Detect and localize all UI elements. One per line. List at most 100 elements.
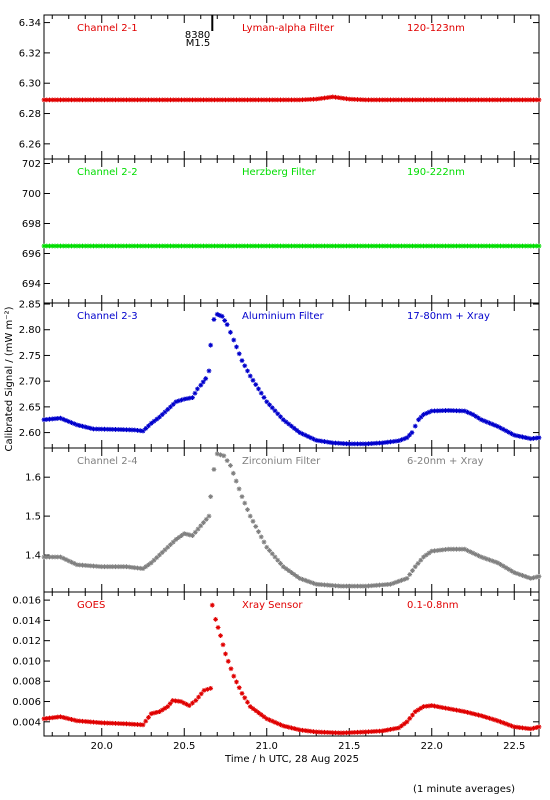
channel-name: Channel 2-4: [77, 456, 138, 467]
data-point: [470, 412, 476, 417]
data-point: [440, 243, 446, 249]
data-point: [503, 97, 509, 103]
data-point: [82, 719, 88, 724]
y-tick-label: 702: [22, 159, 41, 170]
data-point: [49, 554, 55, 560]
y-tick-label: 2.60: [19, 428, 41, 439]
data-point: [148, 560, 154, 566]
data-point: [239, 243, 245, 249]
data-point: [168, 404, 173, 410]
data-point: [224, 458, 230, 464]
data-point: [404, 575, 410, 581]
data-point: [187, 97, 193, 103]
data-point: [264, 399, 270, 405]
data-point: [52, 715, 58, 720]
data-point: [250, 377, 256, 383]
data-point: [346, 96, 352, 102]
data-point: [322, 582, 327, 588]
data-point: [478, 243, 484, 249]
data-point: [250, 518, 256, 524]
data-point: [157, 243, 162, 249]
data-point: [401, 721, 407, 727]
data-point: [476, 553, 481, 559]
data-point: [118, 97, 124, 103]
data-point: [261, 97, 267, 103]
data-point: [60, 416, 66, 422]
data-point: [443, 97, 448, 103]
data-point: [335, 95, 341, 101]
y-tick-label: 0.016: [12, 596, 41, 607]
data-point: [374, 243, 380, 249]
data-point: [91, 719, 96, 725]
data-point: [423, 703, 429, 709]
filter-name: Lyman-alpha Filter: [242, 23, 335, 34]
data-point: [165, 544, 171, 550]
data-point: [80, 718, 85, 724]
data-point: [55, 554, 61, 560]
data-point: [186, 703, 192, 708]
data-point: [316, 582, 322, 587]
data-point: [528, 726, 534, 732]
data-point: [319, 729, 325, 735]
data-point: [533, 574, 539, 580]
data-point: [151, 97, 157, 103]
data-point: [184, 97, 190, 103]
data-point: [448, 97, 454, 103]
data-point: [214, 97, 220, 103]
data-point: [47, 554, 52, 560]
data-point: [371, 97, 377, 103]
data-point: [448, 243, 454, 249]
data-point: [355, 583, 360, 589]
data-point: [473, 413, 479, 419]
data-point: [179, 533, 184, 538]
data-point: [88, 719, 94, 725]
data-point: [278, 414, 283, 420]
data-point: [327, 243, 333, 249]
data-point: [269, 405, 275, 411]
data-point: [399, 243, 404, 249]
data-point: [473, 551, 479, 557]
data-point: [368, 441, 374, 446]
data-point: [522, 574, 528, 579]
data-point: [525, 575, 531, 580]
data-point: [173, 399, 179, 405]
data-point: [338, 730, 344, 736]
data-point: [140, 722, 146, 728]
data-point: [291, 425, 297, 431]
data-point: [346, 730, 352, 736]
data-point: [184, 396, 190, 402]
data-point: [357, 97, 363, 103]
data-point: [267, 548, 272, 553]
data-point: [333, 94, 338, 100]
data-point: [58, 554, 63, 560]
data-point: [487, 97, 492, 103]
data-point: [146, 97, 151, 103]
channel-name: Channel 2-2: [77, 167, 138, 178]
data-point: [198, 382, 204, 388]
data-point: [140, 97, 146, 103]
data-point: [165, 243, 171, 249]
data-point: [390, 97, 396, 103]
data-point: [148, 420, 154, 426]
data-point: [308, 579, 314, 585]
data-point: [377, 440, 382, 446]
data-point: [341, 441, 347, 446]
data-point: [313, 243, 319, 249]
data-point: [225, 658, 231, 664]
series-2: [41, 243, 542, 249]
data-point: [503, 243, 509, 249]
data-point: [231, 673, 237, 679]
data-point: [344, 583, 349, 589]
data-point: [55, 243, 61, 249]
data-point: [341, 243, 347, 249]
data-point: [82, 97, 88, 103]
data-point: [91, 97, 96, 103]
data-point: [71, 717, 77, 723]
data-point: [404, 719, 410, 725]
data-point: [69, 97, 74, 103]
data-point: [308, 96, 314, 102]
data-point: [115, 721, 121, 726]
data-point: [448, 546, 454, 552]
data-point: [459, 97, 465, 103]
data-point: [352, 729, 358, 735]
